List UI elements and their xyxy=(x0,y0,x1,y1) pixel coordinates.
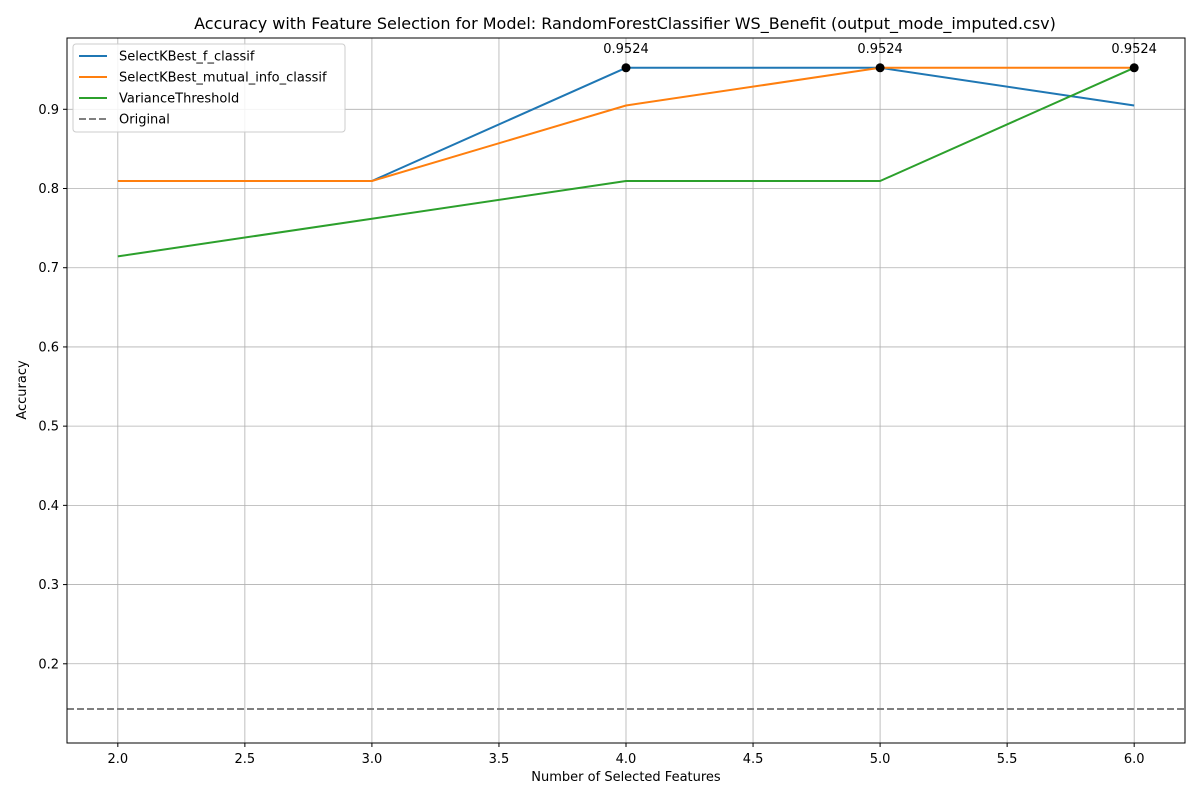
best-point-label: 0.9524 xyxy=(857,42,903,57)
x-tick-label: 3.5 xyxy=(489,752,510,767)
x-tick-label: 4.0 xyxy=(616,752,637,767)
x-tick-label: 3.0 xyxy=(362,752,383,767)
y-tick-label: 0.9 xyxy=(38,103,59,118)
y-tick-label: 0.2 xyxy=(38,657,59,672)
best-point-marker xyxy=(621,63,631,73)
legend-box xyxy=(72,43,346,133)
chart-title: Accuracy with Feature Selection for Mode… xyxy=(194,14,1056,34)
legend-label: Original xyxy=(119,113,170,128)
best-point-label: 0.9524 xyxy=(1111,42,1157,57)
x-tick-label: 4.5 xyxy=(743,752,764,767)
legend-label: SelectKBest_f_classif xyxy=(119,50,255,65)
x-tick-label: 2.0 xyxy=(107,752,128,767)
legend-label: VarianceThreshold xyxy=(119,92,239,107)
y-tick-label: 0.5 xyxy=(38,420,59,435)
best-point-marker xyxy=(875,63,885,73)
x-axis-ticks: 2.0 2.5 3.0 3.5 4.0 4.5 5.0 5.5 6.0 xyxy=(107,743,1145,767)
series-line-1 xyxy=(117,66,1135,182)
legend-label: SelectKBest_mutual_info_classif xyxy=(119,71,327,86)
x-tick-label: 5.0 xyxy=(870,752,891,767)
y-tick-label: 0.6 xyxy=(38,340,59,355)
y-tick-label: 0.7 xyxy=(38,261,59,276)
best-point-marker xyxy=(1129,63,1139,73)
grid xyxy=(67,38,1185,743)
y-tick-label: 0.3 xyxy=(38,578,59,593)
best-point-label: 0.9524 xyxy=(603,42,649,57)
x-tick-label: 2.5 xyxy=(235,752,256,767)
x-tick-label: 5.5 xyxy=(997,752,1018,767)
legend: SelectKBest_f_classif SelectKBest_mutual_… xyxy=(72,43,346,133)
y-axis-ticks: 0.2 0.3 0.4 0.5 0.6 0.7 0.8 0.9 xyxy=(38,103,67,672)
series-line-2 xyxy=(117,66,1135,258)
annotation-layer: 0.9524 0.9524 0.9524 xyxy=(603,42,1157,73)
y-axis-title: Accuracy xyxy=(15,360,30,420)
x-tick-label: 6.0 xyxy=(1124,752,1145,767)
y-tick-label: 0.8 xyxy=(38,182,59,197)
x-axis-title: Number of Selected Features xyxy=(531,770,721,785)
y-tick-label: 0.4 xyxy=(38,499,59,514)
